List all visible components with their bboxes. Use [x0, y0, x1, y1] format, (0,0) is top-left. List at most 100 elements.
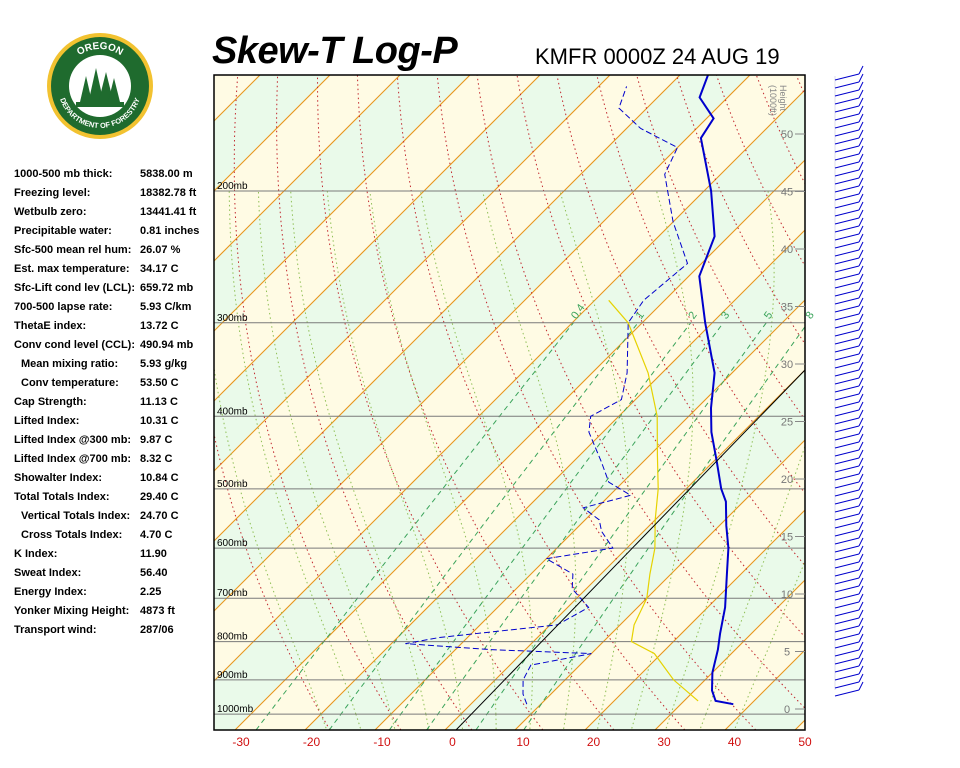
mixing-ratio-line	[426, 322, 724, 730]
index-label: K Index:	[14, 548, 58, 560]
index-value: 2.25	[140, 586, 162, 598]
wind-barb-shaft	[834, 249, 860, 257]
wind-barb-flag	[858, 233, 864, 243]
wind-barb-shaft	[834, 633, 860, 641]
wind-barb-flag	[858, 265, 864, 275]
wind-barb-flag	[858, 481, 864, 491]
moist-adiabat	[733, 713, 742, 730]
temperature-tick-label: 30	[657, 735, 671, 749]
wind-barb-shaft	[834, 409, 860, 417]
wind-barb-flag	[858, 321, 864, 331]
wind-barb-shaft	[834, 185, 860, 193]
dry-adiabat	[436, 75, 757, 730]
isobar-label: 300mb	[217, 313, 248, 324]
index-value: 53.50 C	[140, 377, 179, 389]
mixing-ratio-line	[523, 325, 805, 730]
index-value: 56.40	[140, 567, 168, 579]
index-value: 287/06	[140, 624, 174, 636]
temperature-tick-label: 50	[798, 735, 812, 749]
moist-adiabat	[740, 560, 805, 715]
wind-barb-flag	[858, 457, 864, 467]
isobar-label: 400mb	[217, 406, 248, 417]
index-label: Lifted Index:	[14, 415, 80, 427]
wind-barb-shaft	[834, 361, 860, 369]
isotherm-line	[214, 75, 471, 332]
isobar-label: 1000mb	[217, 704, 254, 715]
index-label: Vertical Totals Index:	[21, 510, 131, 522]
index-value: 490.94 mb	[140, 339, 194, 351]
mixing-ratio-label: 3	[719, 310, 732, 322]
wind-barb-shaft	[834, 121, 860, 129]
wind-barb-shaft	[834, 473, 860, 481]
index-label: 1000-500 mb thick:	[14, 168, 113, 180]
index-row: Lifted Index @300 mb: 9.87 C	[14, 434, 214, 453]
wind-barb-flag	[858, 257, 864, 267]
wind-barb-shaft	[834, 161, 860, 169]
wind-barb-flag	[858, 537, 864, 547]
index-row: ThetaE index: 13.72 C	[14, 320, 214, 339]
wind-barb-flag	[858, 177, 864, 187]
index-value: 8.32 C	[140, 453, 173, 465]
wind-barb-shaft	[834, 497, 860, 505]
temperature-band	[0, 75, 120, 730]
isotherm-line	[0, 75, 190, 730]
wind-barb-shaft	[834, 113, 860, 121]
wind-barb-flag	[858, 361, 864, 371]
wind-barb-shaft	[834, 617, 860, 625]
wind-barb-flag	[858, 577, 864, 587]
wind-barb-flag	[858, 585, 864, 595]
wind-barb-shaft	[834, 73, 860, 81]
height-axis-title-line: (1000ft)	[768, 85, 778, 116]
wind-barb-shaft	[834, 193, 860, 201]
index-label: Energy Index:	[14, 586, 87, 598]
wind-barb-shaft	[834, 97, 860, 105]
wind-barb-flag	[858, 441, 864, 451]
wind-barb-flag	[858, 369, 864, 379]
wind-barb-flag	[858, 329, 864, 339]
wind-barb-flag	[858, 281, 864, 291]
index-label: Sweat Index:	[14, 567, 82, 579]
isotherm-line	[0, 75, 120, 730]
dry-adiabat	[476, 75, 805, 709]
index-label: Lifted Index @300 mb:	[14, 434, 132, 446]
temperature-tick-label: -20	[303, 735, 321, 749]
wind-barb-flag	[858, 209, 864, 219]
wind-barb-shaft	[834, 489, 860, 497]
wind-barb-shaft	[834, 385, 860, 393]
index-row: Lifted Index: 10.31 C	[14, 415, 214, 434]
wind-barb-shaft	[834, 257, 860, 265]
wind-barb-shaft	[834, 329, 860, 337]
wind-barb-shaft	[834, 153, 860, 161]
moist-adiabat	[369, 190, 497, 715]
height-tick-label: 15	[781, 532, 793, 544]
mixing-ratio-line	[475, 322, 767, 730]
wind-barb-flag	[858, 561, 864, 571]
wind-barb-shaft	[834, 281, 860, 289]
height-axis-title-line: Height	[778, 85, 788, 112]
wind-barb-flag	[858, 289, 864, 299]
wind-barb-shaft	[834, 321, 860, 329]
wind-barb-flag	[858, 649, 864, 659]
index-row: Est. max temperature: 34.17 C	[14, 263, 214, 282]
index-row: Mean mixing ratio: 5.93 g/kg	[14, 358, 214, 377]
wind-barb-shaft	[834, 345, 860, 353]
wind-barb-shaft	[834, 377, 860, 385]
wind-barb-shaft	[834, 81, 860, 89]
wind-barb-shaft	[834, 297, 860, 305]
wind-barb-flag	[858, 473, 864, 483]
wind-barb-shaft	[834, 465, 860, 473]
wind-barb-flag	[858, 169, 864, 179]
wind-barb-flag	[858, 217, 864, 227]
index-value: 5838.00 m	[140, 168, 193, 180]
index-value: 10.84 C	[140, 472, 179, 484]
isobar-label: 900mb	[217, 670, 248, 681]
wind-barb-shaft	[834, 681, 860, 689]
index-row: Transport wind: 287/06	[14, 624, 214, 643]
temperature-tick-label: 40	[728, 735, 742, 749]
index-value: 11.13 C	[140, 396, 178, 408]
isotherm-line	[444, 369, 805, 730]
height-axis-title: Height(1000ft)	[768, 85, 788, 116]
wind-barb-shaft	[834, 225, 860, 233]
moist-adiabat	[630, 713, 637, 730]
